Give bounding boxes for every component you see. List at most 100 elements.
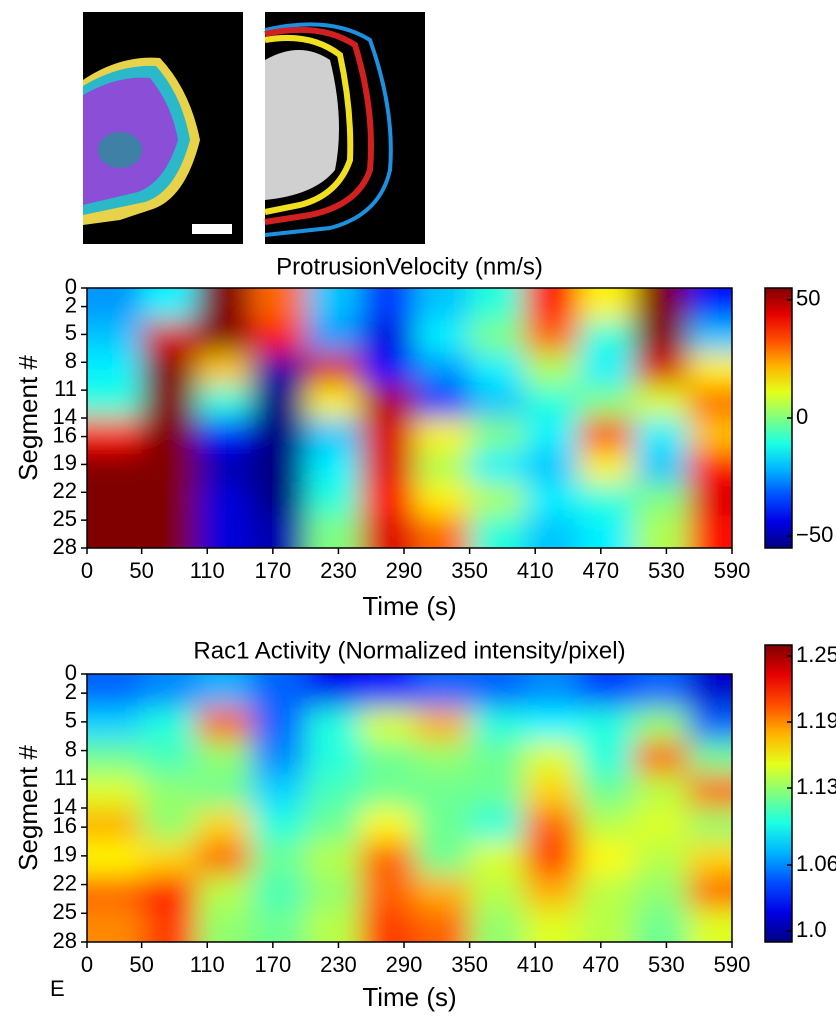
heatmap-cell <box>196 774 252 809</box>
heatmap-cell <box>87 875 143 910</box>
heatmap-cells <box>87 674 732 942</box>
heatmap-cell <box>305 515 362 548</box>
heatmap-cells <box>87 288 732 548</box>
x-tick-label: 230 <box>320 952 357 977</box>
heatmap-cell <box>469 385 526 419</box>
heatmap-cell <box>141 385 198 419</box>
heatmap-cell <box>414 418 471 452</box>
heatmap-cell <box>524 774 580 809</box>
heatmap-cell <box>414 841 471 876</box>
x-tick-label: 290 <box>386 558 423 583</box>
chart-title: ProtrusionVelocity (nm/s) <box>276 253 543 280</box>
y-tick-label: 16 <box>53 422 77 447</box>
x-tick-label: 530 <box>648 952 685 977</box>
heatmap-cell <box>87 515 143 548</box>
heatmap-cell <box>688 875 732 910</box>
colorbar-tick-label: 50 <box>796 286 820 311</box>
heatmap-cell <box>250 908 307 942</box>
heatmap-cell <box>360 707 416 742</box>
heatmap-cell <box>578 288 635 322</box>
heatmap-cell <box>578 418 635 452</box>
heatmap-cell <box>469 741 526 776</box>
heatmap-cell <box>250 707 307 742</box>
y-tick-label: 5 <box>65 708 77 733</box>
colorbar-tick-label: 0 <box>796 404 808 429</box>
heatmap-cell <box>688 515 732 548</box>
x-tick-label: 170 <box>254 952 291 977</box>
heatmap-cell <box>305 741 362 776</box>
heatmap-cell <box>524 908 580 942</box>
colorbar-tick-label: −50 <box>796 522 833 547</box>
y-tick-label: 22 <box>53 870 77 895</box>
heatmap-cell <box>414 450 471 484</box>
heatmap-cell <box>305 707 362 742</box>
heatmap-cell <box>196 808 252 843</box>
heatmap-cell <box>688 385 732 419</box>
heatmap-cell <box>414 320 471 354</box>
heatmap-cell <box>250 774 307 809</box>
heatmap-cell <box>87 320 143 354</box>
x-tick-label: 110 <box>190 558 225 583</box>
heatmap-cell <box>633 908 690 942</box>
heatmap-cell <box>578 741 635 776</box>
heatmap-cell <box>469 707 526 742</box>
heatmap-cell <box>87 741 143 776</box>
heatmap-cell <box>305 841 362 876</box>
heatmap-cell <box>469 841 526 876</box>
heatmap-cell <box>141 841 198 876</box>
x-tick-label: 470 <box>582 952 619 977</box>
heatmap-cell <box>414 808 471 843</box>
heatmap-cell <box>141 353 198 387</box>
heatmap-cell <box>633 875 690 910</box>
heatmap-cell <box>305 385 362 419</box>
heatmap-cell <box>87 353 143 387</box>
heatmap-cell <box>469 353 526 387</box>
heatmap-cell <box>688 288 732 322</box>
heatmap-cell <box>414 707 471 742</box>
heatmap-cell <box>141 674 198 709</box>
y-tick-label: 8 <box>65 736 77 761</box>
heatmap-cell <box>305 320 362 354</box>
heatmap-cell <box>360 483 416 517</box>
heatmap-cell <box>141 450 198 484</box>
x-tick-label: 590 <box>714 558 751 583</box>
y-tick-label: 28 <box>53 928 77 953</box>
heatmap-cell <box>633 450 690 484</box>
heatmap-cell <box>414 385 471 419</box>
heatmap-cell <box>578 320 635 354</box>
heatmap-cell <box>141 741 198 776</box>
y-tick-label: 14 <box>53 404 77 429</box>
y-tick-label: 16 <box>53 813 77 838</box>
heatmap-cell <box>360 841 416 876</box>
heatmap-cell <box>578 353 635 387</box>
heatmap-cell <box>250 450 307 484</box>
heatmap-cell <box>141 288 198 322</box>
heatmap-cell <box>688 808 732 843</box>
heatmap-cell <box>250 288 307 322</box>
heatmap-cell <box>688 353 732 387</box>
heatmap-cell <box>250 841 307 876</box>
colorbar-tick-label: 1.25 <box>796 642 836 667</box>
y-tick-label: 5 <box>65 320 77 345</box>
y-tick-label: 14 <box>53 794 77 819</box>
heatmap-cell <box>524 320 580 354</box>
heatmap-cell <box>141 483 198 517</box>
chart-title: Rac1 Activity (Normalized intensity/pixe… <box>193 637 625 664</box>
y-tick-label: 11 <box>54 765 77 790</box>
heatmap-cell <box>250 741 307 776</box>
heatmap-cell <box>196 875 252 910</box>
heatmap-cell <box>87 707 143 742</box>
heatmap-cell <box>688 908 732 942</box>
heatmap-cell <box>305 774 362 809</box>
heatmap-cell <box>469 320 526 354</box>
heatmap-cell <box>469 418 526 452</box>
heatmap-cell <box>196 450 252 484</box>
heatmap-cell <box>360 450 416 484</box>
heatmap-cell <box>688 450 732 484</box>
heatmap-cell <box>250 320 307 354</box>
heatmap-cell <box>360 418 416 452</box>
heatmap-cell <box>360 741 416 776</box>
heatmap-cell <box>141 808 198 843</box>
colorbar-tick-label: 1.19 <box>796 708 836 733</box>
heatmap-cell <box>250 385 307 419</box>
